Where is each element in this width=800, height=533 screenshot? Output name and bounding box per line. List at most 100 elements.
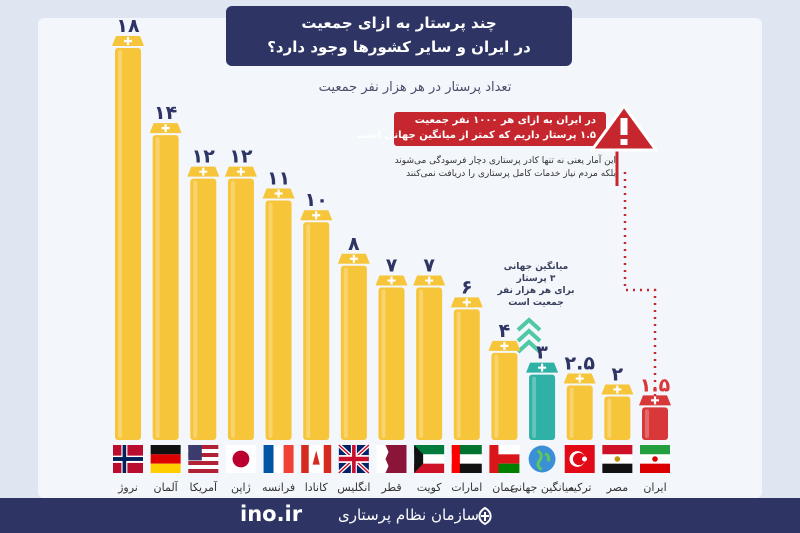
category-label: ژاپن — [231, 481, 251, 494]
bar-cap-cross-icon — [613, 385, 622, 394]
bar-value-label: ۸ — [348, 233, 360, 255]
bar — [303, 222, 330, 440]
bar-group: ۲.۵ ترکیه — [563, 353, 596, 494]
average-note-line-4: جمعیت است — [508, 298, 564, 308]
bar-group: ۷ قطر — [375, 255, 408, 494]
bar — [416, 287, 443, 440]
site-url: ino.ir — [240, 502, 303, 526]
bar-value-label: ۱۰ — [305, 189, 328, 211]
bar-cap-cross-icon — [462, 298, 471, 307]
note-line-2: بلکه مردم نیاز خدمات کامل پرستاری را دری… — [406, 169, 616, 179]
flag-kuwait-icon — [414, 445, 445, 473]
bar — [378, 287, 405, 440]
bar-group: ۱۲ ژاپن — [224, 146, 257, 494]
category-label: آلمان — [154, 480, 179, 494]
bar-group: ۱۰ کانادا — [300, 189, 333, 494]
bar-cap-cross-icon — [575, 374, 584, 383]
bar-value-label: ۱۴ — [154, 102, 177, 124]
flag-norway-icon — [113, 445, 143, 473]
footer-bar: ino.ir سازمان نظام پرستاری — [0, 498, 800, 533]
flag-iran-icon — [640, 445, 670, 473]
flag-france-icon — [263, 445, 294, 473]
bar — [566, 385, 593, 440]
warning-icon — [590, 104, 658, 152]
title-line-2: در ایران و سایر کشورها وجود دارد؟ — [267, 38, 531, 56]
dotted-connector — [623, 172, 657, 410]
bar-value-label: ۶ — [461, 276, 473, 298]
bar-value-label: ۳ — [536, 342, 548, 364]
bar-cap-cross-icon — [199, 167, 208, 176]
category-label: امارات — [451, 481, 482, 494]
flag-germany-icon — [150, 445, 181, 473]
flag-qatar-icon — [376, 445, 407, 473]
bar-group: ۱.۵ ایران — [639, 374, 671, 494]
bar-cap-cross-icon — [651, 396, 659, 405]
bar — [340, 265, 367, 440]
bar — [265, 200, 292, 440]
bar-cap-cross-icon — [538, 363, 547, 372]
bar-value-label: ۱.۵ — [640, 374, 671, 396]
globe-icon — [528, 445, 556, 473]
category-label: فرانسه — [262, 481, 295, 494]
bar-cap-cross-icon — [425, 276, 434, 285]
bar-cap-cross-icon — [500, 341, 509, 350]
bar-cap-cross-icon — [349, 254, 358, 263]
bar — [529, 374, 556, 440]
iran-alert-box: در ایران به ازای هر ۱۰۰۰ نفر جمعیت ۱.۵ پ… — [357, 112, 606, 146]
category-label: انگلیس — [337, 481, 370, 494]
title-line-1: چند پرستار به ازای جمعیت — [301, 14, 497, 32]
category-label: کویت — [417, 481, 443, 494]
bar-cap-cross-icon — [387, 276, 396, 285]
bar-value-label: ۲.۵ — [565, 353, 596, 375]
alert-line-2: ۱.۵ پرستار داریم که کمتر از میانگین جهان… — [356, 130, 596, 141]
bar-group: ۶ امارات — [450, 276, 483, 494]
bar — [190, 178, 217, 440]
bar-group: ۲ مصر — [601, 363, 634, 494]
flag-uae-icon — [451, 445, 482, 473]
bar-group: ۷ کویت — [413, 255, 446, 494]
category-label: عمان — [492, 481, 516, 494]
bar-cap-cross-icon — [312, 211, 321, 220]
category-label: نروژ — [117, 481, 138, 494]
category-label: کانادا — [305, 481, 329, 494]
flag-egypt-icon — [602, 445, 633, 473]
bar-value-label: ۷ — [386, 255, 398, 277]
bar-value-label: ۲ — [612, 363, 624, 385]
bar-value-label: ۷ — [423, 255, 435, 277]
flag-canada-icon — [301, 445, 332, 473]
up-chevrons-icon — [516, 317, 542, 354]
bar — [453, 309, 480, 440]
bar-group: ۱۸ نروژ — [112, 15, 144, 494]
bar-value-label: ۴ — [499, 320, 511, 342]
bar-group: ۱۱ فرانسه — [262, 167, 295, 494]
flag-usa-icon — [188, 445, 219, 473]
bar — [491, 352, 518, 440]
bar-group: ۳ میانگین جهانی — [510, 342, 574, 494]
bar-group: ۴ عمان — [488, 320, 521, 494]
flag-turkey-icon — [564, 445, 595, 473]
category-label: قطر — [380, 481, 401, 494]
category-label: مصر — [606, 481, 629, 494]
bar-group: ۸ انگلیس — [337, 233, 370, 494]
bar-group: ۱۴ آلمان — [149, 102, 182, 494]
category-label: میانگین جهانی — [510, 481, 574, 494]
bar-cap-cross-icon — [236, 167, 245, 176]
bar — [642, 407, 668, 440]
category-label: آمریکا — [190, 480, 218, 494]
bar — [604, 396, 631, 440]
nursing-org-logo-icon — [478, 506, 492, 526]
bar-cap-cross-icon — [124, 37, 132, 45]
bar — [227, 178, 254, 440]
category-label: ترکیه — [568, 481, 592, 494]
average-note-line-1: میانگین جهانی — [503, 262, 569, 272]
flag-uk-icon — [337, 443, 371, 475]
note-line-1: این آمار یعنی نه تنها کادر پرستاری دچار … — [394, 156, 616, 166]
alert-line-1: در ایران به ازای هر ۱۰۰۰ نفر جمعیت — [414, 115, 596, 126]
average-note-line-3: برای هر هزار نفر — [497, 286, 575, 296]
bar-cap-cross-icon — [161, 124, 170, 133]
org-name: سازمان نظام پرستاری — [338, 506, 479, 524]
category-label: ایران — [643, 481, 666, 494]
bar — [115, 48, 141, 440]
